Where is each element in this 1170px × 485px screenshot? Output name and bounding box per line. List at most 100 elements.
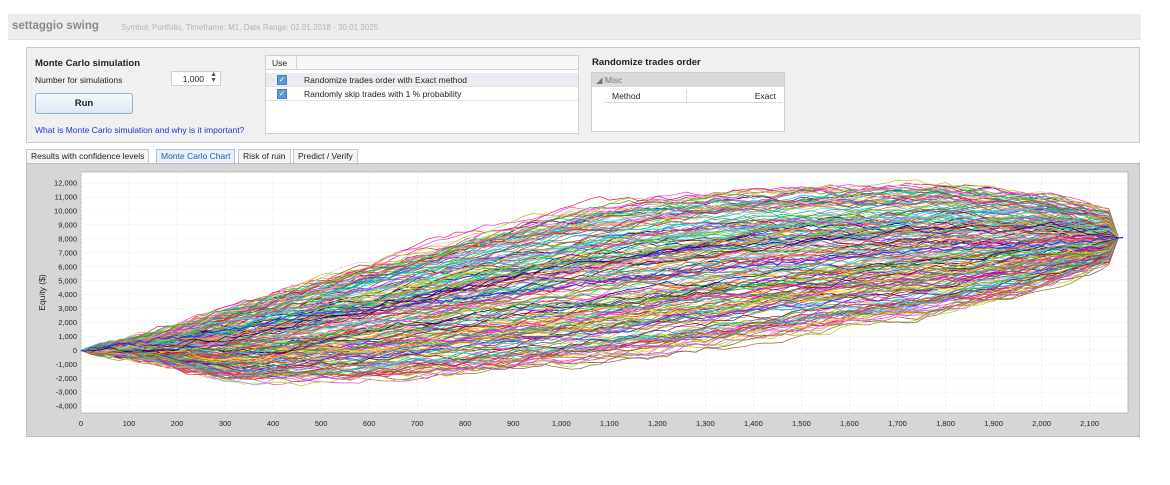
tab-predict-verify[interactable]: Predict / Verify	[293, 149, 358, 163]
y-tick-label: -4,000	[56, 402, 77, 411]
simulation-path	[80, 237, 1119, 351]
x-tick-label: 0	[79, 419, 83, 428]
simulation-path	[80, 237, 1119, 352]
x-tick-label: 700	[411, 419, 424, 428]
y-tick-label: 1,000	[58, 332, 77, 341]
simulation-path	[80, 237, 1119, 380]
x-tick-label: 2,000	[1032, 419, 1051, 428]
misc-label-text: Misc	[604, 75, 623, 85]
method-row[interactable]: Method Exact	[604, 90, 782, 103]
y-tick-label: 6,000	[58, 262, 77, 271]
y-tick-label: 2,000	[58, 318, 77, 327]
column-divider	[296, 56, 297, 70]
tab-monte-carlo-chart[interactable]: Monte Carlo Chart	[156, 149, 236, 163]
equity-chart: -4,000 -3,000 -2,000 -1,000 0 1,000 2,000 3,000…	[37, 171, 1129, 428]
strategy-title: settaggio swing	[12, 20, 99, 32]
options-table: Use ✓ Randomize trades order with Exact …	[265, 55, 579, 134]
y-tick-label: -3,000	[56, 388, 77, 397]
x-tick-label: 600	[363, 419, 376, 428]
x-tick-label: 900	[507, 419, 520, 428]
y-tick-label: 0	[73, 346, 77, 355]
y-tick-label: 7,000	[58, 248, 77, 257]
x-tick-label: 1,200	[648, 419, 667, 428]
simulation-path	[80, 237, 1119, 361]
simulation-path	[80, 237, 1119, 386]
simulation-path	[80, 190, 1119, 351]
misc-group-header[interactable]: ◢ Misc	[592, 73, 784, 87]
tab-risk-of-ruin[interactable]: Risk of ruin	[238, 149, 291, 163]
x-tick-label: 1,400	[744, 419, 763, 428]
simulation-path	[80, 195, 1119, 352]
settings-panel: Monte Carlo simulation Number for simula…	[26, 47, 1140, 143]
simulation-path	[80, 236, 1119, 354]
option-label: Randomize trades order with Exact method	[304, 75, 467, 85]
simulation-path	[80, 224, 1119, 354]
simulation-path	[80, 237, 1119, 387]
simulation-path	[80, 210, 1119, 351]
simulation-path	[80, 199, 1119, 351]
simulation-path	[80, 233, 1119, 355]
y-tick-label: -1,000	[56, 360, 77, 369]
x-tick-label: 1,000	[552, 419, 571, 428]
simulation-path	[80, 237, 1119, 372]
simulation-path	[80, 237, 1119, 357]
simulations-value: 1,000	[182, 74, 204, 84]
simulation-path	[80, 236, 1119, 351]
option-label: Randomly skip trades with 1 % probabilit…	[304, 89, 462, 99]
x-tick-label: 100	[123, 419, 136, 428]
simulations-spinner[interactable]: 1,000 ▲ ▼	[171, 71, 221, 86]
x-tick-label: 1,600	[840, 419, 859, 428]
y-tick-label: 5,000	[58, 276, 77, 285]
x-tick-label: 2,100	[1080, 419, 1099, 428]
simulation-path	[80, 237, 1119, 361]
simulation-path	[80, 237, 1119, 358]
y-tick-label: 8,000	[58, 234, 77, 243]
y-tick-label: 9,000	[58, 221, 77, 230]
misc-group-label: ◢ Misc	[596, 75, 623, 85]
monte-carlo-title: Monte Carlo simulation	[35, 58, 141, 69]
x-tick-label: 1,500	[792, 419, 811, 428]
checkbox-icon[interactable]: ✓	[277, 75, 287, 85]
simulation-path	[80, 188, 1119, 351]
x-tick-label: 500	[315, 419, 328, 428]
simulation-path	[80, 189, 1119, 354]
run-button[interactable]: Run	[35, 93, 133, 114]
spinner-arrows-icon[interactable]: ▲ ▼	[210, 71, 217, 84]
help-link[interactable]: What is Monte Carlo simulation and why i…	[35, 125, 245, 135]
simulation-path	[80, 237, 1119, 363]
column-divider	[686, 90, 687, 103]
x-tick-label: 1,300	[696, 419, 715, 428]
y-tick-label: 10,000	[54, 207, 77, 216]
simulation-path	[80, 237, 1119, 370]
simulation-path	[80, 196, 1119, 351]
simulation-path	[80, 237, 1119, 370]
tab-results-confidence[interactable]: Results with confidence levels	[26, 149, 150, 163]
simulation-path	[80, 237, 1119, 380]
simulation-path	[80, 237, 1119, 369]
simulation-path	[80, 179, 1119, 355]
simulation-path	[80, 236, 1119, 359]
x-tick-label: 1,700	[888, 419, 907, 428]
x-tick-label: 1,800	[936, 419, 955, 428]
y-tick-label: 12,000	[54, 179, 77, 188]
simulation-path	[80, 221, 1119, 353]
options-table-header: Use	[266, 56, 578, 70]
simulation-path	[80, 229, 1119, 351]
simulation-path	[80, 217, 1119, 352]
chart-frame: -4,000 -3,000 -2,000 -1,000 0 1,000 2,000 3,000…	[26, 163, 1140, 437]
simulation-path	[80, 237, 1119, 359]
simulation-path	[80, 237, 1119, 365]
checkbox-icon[interactable]: ✓	[277, 89, 287, 99]
option-row[interactable]: ✓ Randomize trades order with Exact meth…	[266, 73, 578, 87]
y-tick-label: -2,000	[56, 374, 77, 383]
property-grid: ◢ Misc Method Exact	[591, 72, 785, 132]
x-tick-label: 800	[459, 419, 472, 428]
original-equity-line	[80, 236, 1124, 352]
y-tick-label: 4,000	[58, 290, 77, 299]
method-value[interactable]: Exact	[754, 91, 776, 101]
x-tick-label: 400	[267, 419, 280, 428]
randomize-title: Randomize trades order	[592, 57, 701, 68]
option-row[interactable]: ✓ Randomly skip trades with 1 % probabil…	[266, 87, 578, 101]
simulation-path	[80, 236, 1119, 357]
x-tick-label: 200	[171, 419, 184, 428]
